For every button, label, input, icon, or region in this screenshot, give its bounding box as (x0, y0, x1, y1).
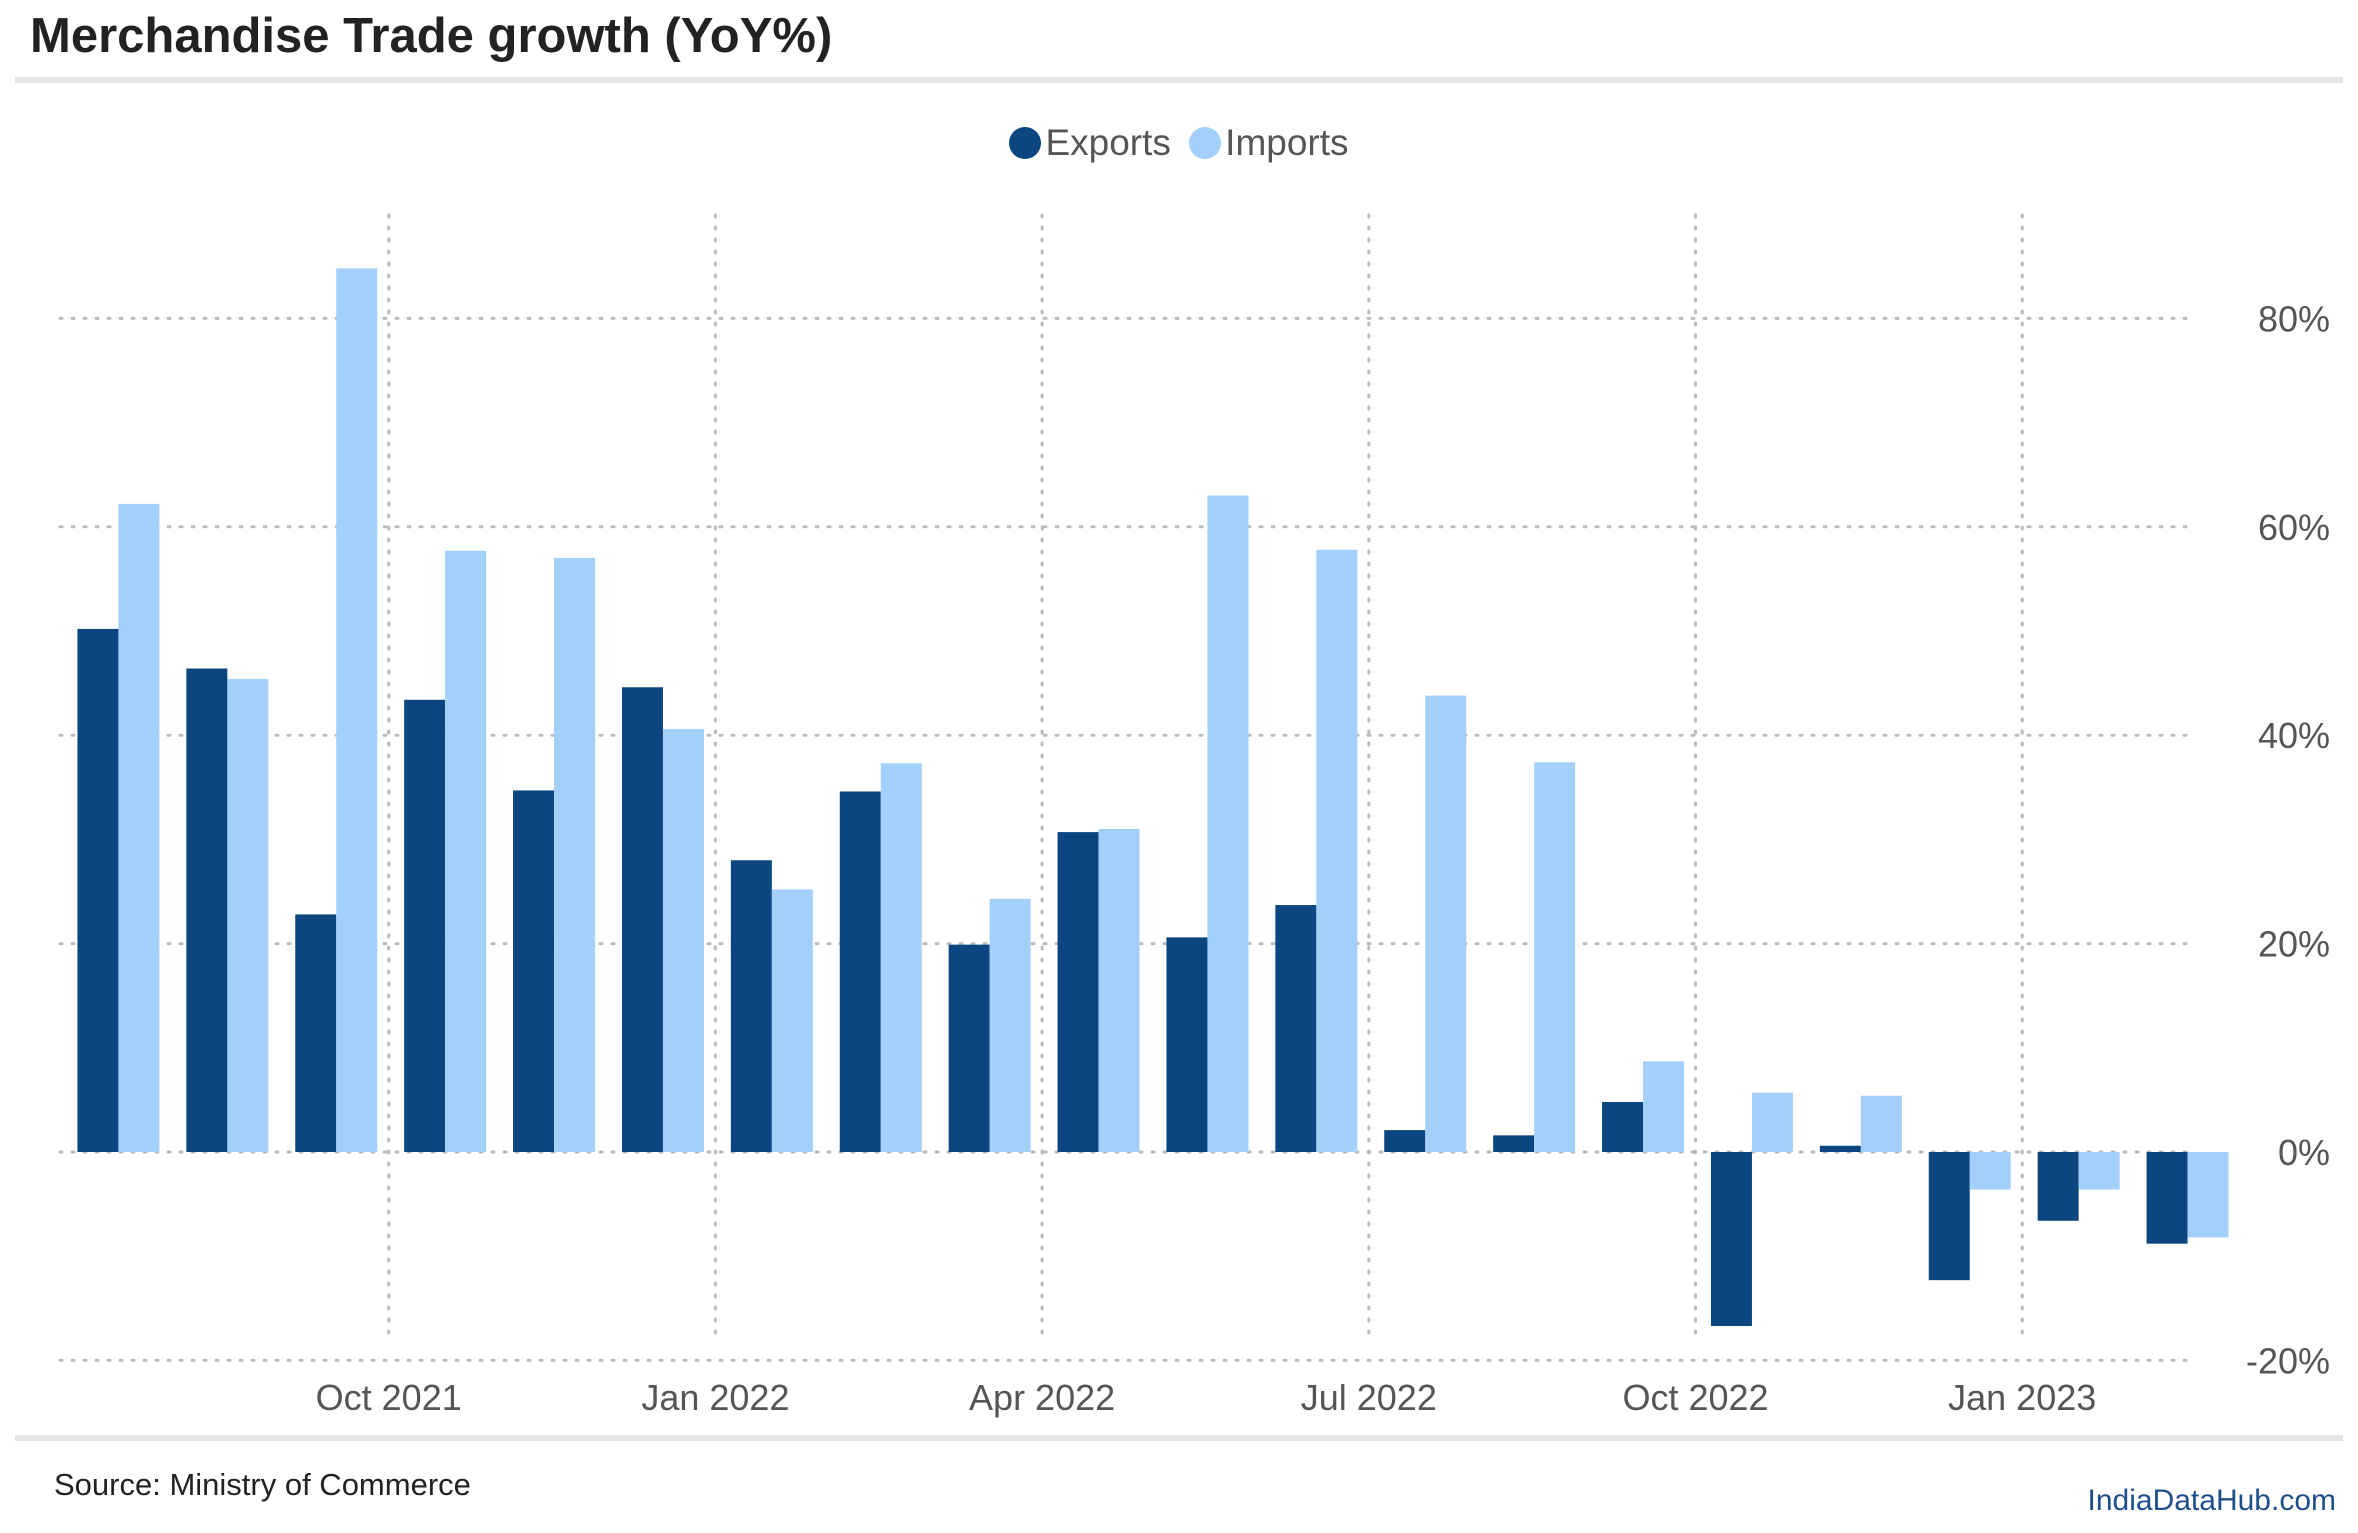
bar-imports[interactable]: Sep 2022 Imports: 8.7% (1643, 1061, 1685, 1152)
bars: Jul 2021 Exports: 50.2%Jul 2021 Imports:… (77, 268, 2229, 1327)
bar-imports[interactable]: Aug 2021 Imports: 45.4% (227, 678, 269, 1152)
bar-imports[interactable]: Dec 2021 Imports: 40.6% (662, 728, 704, 1152)
bar-exports[interactable]: Feb 2022 Exports: 34.6% (839, 791, 881, 1152)
x-tick-label: Jan 2023 (1948, 1377, 2096, 1418)
y-tick-label: 40% (2258, 715, 2330, 756)
bar-imports[interactable]: Aug 2022 Imports: 37.4% (1534, 762, 1576, 1152)
y-tick-label: 0% (2278, 1132, 2330, 1173)
bar-imports[interactable]: Jul 2021 Imports: 62.2% (118, 503, 160, 1153)
title-divider (15, 77, 2343, 83)
bar-imports[interactable]: Sep 2021 Imports: 84.8% (336, 268, 378, 1152)
x-tick-label: Jul 2022 (1301, 1377, 1437, 1418)
bar-imports[interactable]: Dec 2022 Imports: -3.6% (1969, 1152, 2011, 1190)
footer-divider (15, 1435, 2343, 1441)
bar-exports[interactable]: Sep 2022 Exports: 4.8% (1602, 1101, 1644, 1152)
legend-label-imports: Imports (1225, 122, 1349, 163)
bar-exports[interactable]: Dec 2022 Exports: -12.3% (1928, 1152, 1970, 1281)
bar-imports[interactable]: Oct 2021 Imports: 57.7% (445, 550, 487, 1152)
x-tick-label: Oct 2022 (1622, 1377, 1768, 1418)
bar-imports[interactable]: Feb 2022 Imports: 37.3% (880, 763, 922, 1152)
bar-exports[interactable]: Feb 2023 Exports: -8.8% (2146, 1152, 2188, 1244)
bar-exports[interactable]: Jan 2023 Exports: -6.6% (2037, 1152, 2079, 1221)
x-tick-label: Oct 2021 (316, 1377, 462, 1418)
bar-imports[interactable]: Apr 2022 Imports: 31% (1098, 828, 1140, 1152)
y-tick-label: 60% (2258, 507, 2330, 548)
bar-imports[interactable]: May 2022 Imports: 63% (1207, 495, 1249, 1152)
legend-item-exports[interactable]: Exports (1009, 122, 1171, 164)
gridlines (58, 213, 2197, 1362)
bar-exports[interactable]: Aug 2021 Exports: 46.4% (186, 668, 228, 1152)
bar-exports[interactable]: Jul 2022 Exports: 2.1% (1384, 1130, 1426, 1152)
bar-exports[interactable]: Jun 2022 Exports: 23.7% (1275, 905, 1317, 1152)
bar-imports[interactable]: Oct 2022 Imports: 5.7% (1751, 1092, 1793, 1152)
bar-imports[interactable]: Jan 2023 Imports: -3.6% (2078, 1152, 2120, 1190)
bar-exports[interactable]: Mar 2022 Exports: 19.9% (948, 944, 990, 1152)
axis-labels: -20% 0% 20% 40% 60% 80% Oct 2021 Jan 2022 Apr 20… (316, 298, 2330, 1418)
bar-exports[interactable]: Oct 2022 Exports: -16.7% (1710, 1152, 1752, 1327)
legend-marker-imports (1189, 127, 1222, 159)
bar-imports[interactable]: Feb 2023 Imports: -8.2% (2187, 1152, 2229, 1238)
bar-exports[interactable]: Jan 2022 Exports: 28% (730, 860, 772, 1152)
legend-item-imports[interactable]: Imports (1189, 122, 1349, 164)
source-note: Source: Ministry of Commerce (54, 1467, 471, 1502)
y-tick-label: 80% (2258, 298, 2330, 339)
bar-imports[interactable]: Mar 2022 Imports: 24.3% (989, 898, 1031, 1152)
legend-marker-exports (1009, 127, 1042, 159)
bar-exports[interactable]: Dec 2021 Exports: 44.6% (621, 687, 663, 1152)
bar-chart: Jul 2021 Exports: 50.2%Jul 2021 Imports:… (58, 213, 2330, 1418)
bar-imports[interactable]: Jun 2022 Imports: 57.8% (1316, 549, 1358, 1152)
bar-imports[interactable]: Jul 2022 Imports: 43.8% (1425, 695, 1467, 1152)
bar-exports[interactable]: Nov 2022 Exports: 0.6% (1819, 1145, 1861, 1152)
chart-legend: Exports Imports (0, 122, 2358, 168)
bar-exports[interactable]: May 2022 Exports: 20.6% (1166, 937, 1208, 1152)
legend-label-exports: Exports (1045, 122, 1171, 163)
bar-exports[interactable]: Apr 2022 Exports: 30.7% (1057, 832, 1099, 1152)
bar-imports[interactable]: Nov 2021 Imports: 57% (554, 558, 596, 1152)
x-tick-label: Jan 2022 (641, 1377, 789, 1418)
chart-title: Merchandise Trade growth (YoY%) (30, 9, 833, 63)
bar-imports[interactable]: Nov 2022 Imports: 5.4% (1860, 1095, 1902, 1152)
x-tick-label: Apr 2022 (969, 1377, 1115, 1418)
bar-imports[interactable]: Jan 2022 Imports: 25.2% (771, 889, 813, 1152)
bar-exports[interactable]: Oct 2021 Exports: 43.4% (404, 699, 446, 1152)
bar-exports[interactable]: Nov 2021 Exports: 34.7% (513, 790, 555, 1152)
y-tick-label: 20% (2258, 924, 2330, 965)
bar-exports[interactable]: Jul 2021 Exports: 50.2% (77, 628, 119, 1152)
bar-exports[interactable]: Sep 2021 Exports: 22.8% (295, 914, 337, 1152)
y-tick-label: -20% (2246, 1340, 2330, 1381)
bar-exports[interactable]: Aug 2022 Exports: 1.6% (1493, 1135, 1535, 1152)
brand-link[interactable]: IndiaDataHub.com (2087, 1484, 2336, 1517)
